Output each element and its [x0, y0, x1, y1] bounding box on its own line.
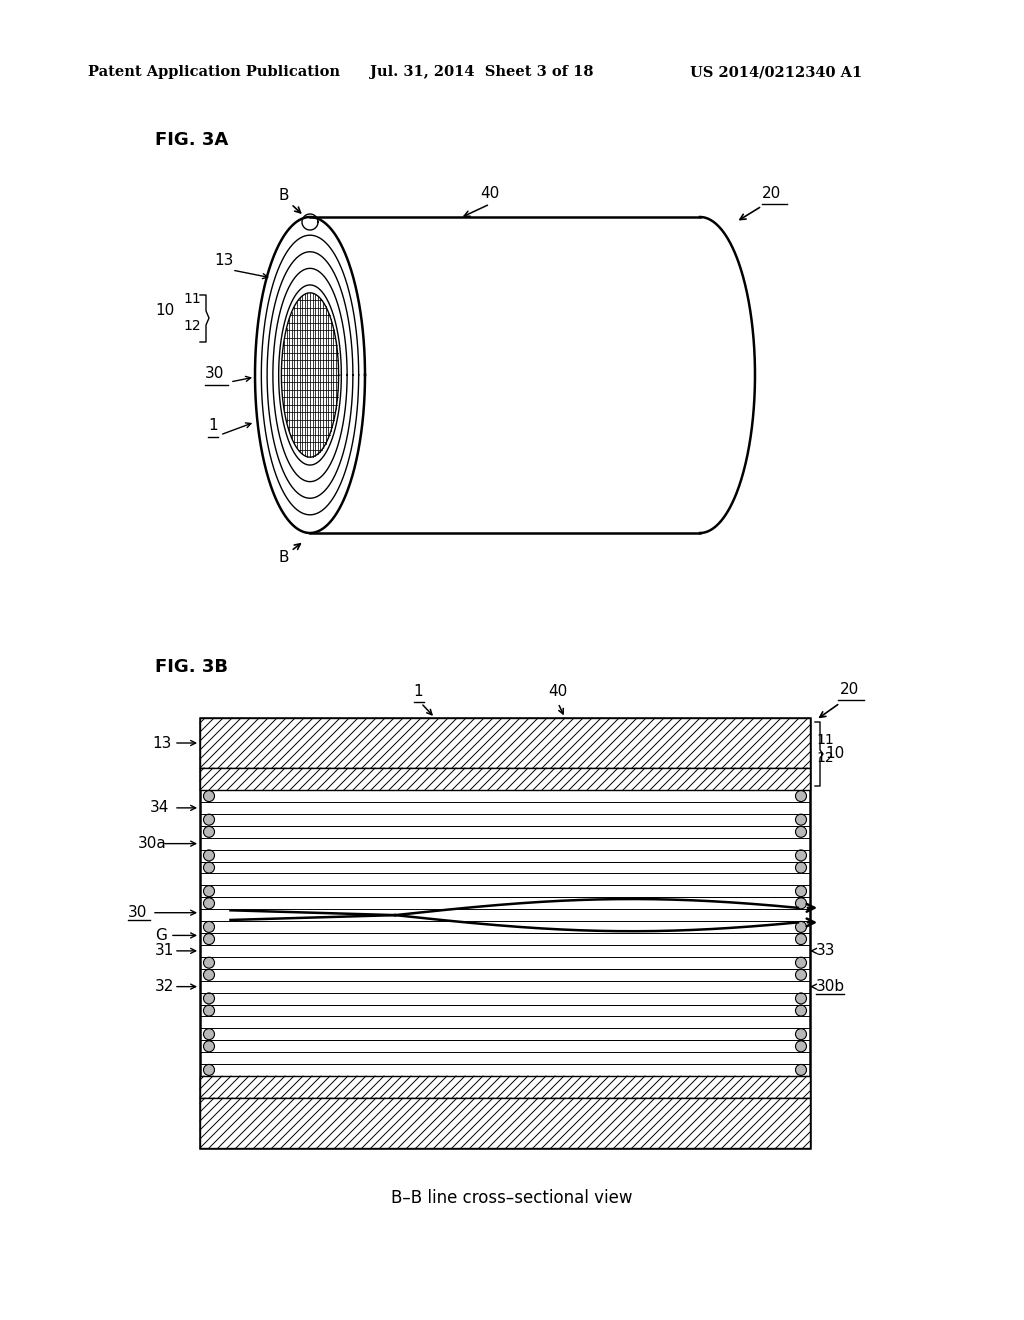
Circle shape — [796, 921, 807, 932]
Circle shape — [204, 933, 214, 945]
Bar — [200, 1076, 810, 1098]
Text: FIG. 3B: FIG. 3B — [155, 657, 228, 676]
Text: FIG. 3A: FIG. 3A — [155, 131, 228, 149]
Circle shape — [796, 814, 807, 825]
Bar — [200, 718, 810, 768]
Text: 13: 13 — [214, 253, 233, 268]
Text: 30a: 30a — [138, 836, 167, 851]
Circle shape — [204, 898, 214, 909]
Circle shape — [204, 1005, 214, 1016]
Circle shape — [204, 791, 214, 801]
Text: 30b: 30b — [816, 979, 845, 994]
Circle shape — [204, 886, 214, 896]
Circle shape — [204, 1041, 214, 1052]
Circle shape — [204, 850, 214, 861]
Text: B–B line cross–sectional view: B–B line cross–sectional view — [391, 1189, 633, 1206]
Text: G: G — [155, 928, 167, 942]
Text: 11: 11 — [816, 734, 834, 747]
Circle shape — [204, 1028, 214, 1040]
Circle shape — [796, 993, 807, 1005]
Text: Patent Application Publication: Patent Application Publication — [88, 65, 340, 79]
Text: 13: 13 — [152, 735, 171, 751]
Circle shape — [796, 898, 807, 909]
Circle shape — [796, 1028, 807, 1040]
Circle shape — [796, 1041, 807, 1052]
Circle shape — [796, 933, 807, 945]
Text: 30: 30 — [128, 906, 147, 920]
Circle shape — [796, 1005, 807, 1016]
Circle shape — [204, 993, 214, 1005]
Bar — [200, 718, 810, 1148]
Text: Jul. 31, 2014  Sheet 3 of 18: Jul. 31, 2014 Sheet 3 of 18 — [370, 65, 594, 79]
Circle shape — [796, 850, 807, 861]
Bar — [200, 768, 810, 789]
Circle shape — [796, 969, 807, 981]
Text: 34: 34 — [150, 800, 169, 816]
Circle shape — [796, 957, 807, 968]
Circle shape — [204, 814, 214, 825]
Circle shape — [796, 862, 807, 873]
Circle shape — [204, 921, 214, 932]
Text: 1: 1 — [414, 684, 423, 700]
Text: B: B — [279, 550, 289, 565]
Text: 40: 40 — [480, 186, 500, 201]
Text: B: B — [279, 187, 289, 202]
Text: 40: 40 — [548, 684, 567, 700]
Text: 30: 30 — [205, 366, 224, 381]
Text: 20: 20 — [840, 682, 859, 697]
Text: 12: 12 — [816, 751, 834, 766]
Text: 33: 33 — [816, 944, 836, 958]
Circle shape — [796, 826, 807, 837]
Text: 20: 20 — [762, 186, 781, 201]
Text: 1: 1 — [208, 418, 218, 433]
Circle shape — [796, 1064, 807, 1076]
Text: 10: 10 — [825, 747, 844, 762]
Circle shape — [796, 886, 807, 896]
Text: US 2014/0212340 A1: US 2014/0212340 A1 — [690, 65, 862, 79]
Circle shape — [204, 1064, 214, 1076]
Circle shape — [796, 791, 807, 801]
Text: 12: 12 — [183, 319, 201, 333]
Text: 32: 32 — [155, 979, 174, 994]
Circle shape — [204, 826, 214, 837]
Circle shape — [204, 969, 214, 981]
Circle shape — [204, 957, 214, 968]
Circle shape — [204, 862, 214, 873]
Text: 31: 31 — [155, 944, 174, 958]
Text: 11: 11 — [183, 292, 201, 306]
Text: 10: 10 — [155, 304, 174, 318]
Bar — [200, 1098, 810, 1148]
